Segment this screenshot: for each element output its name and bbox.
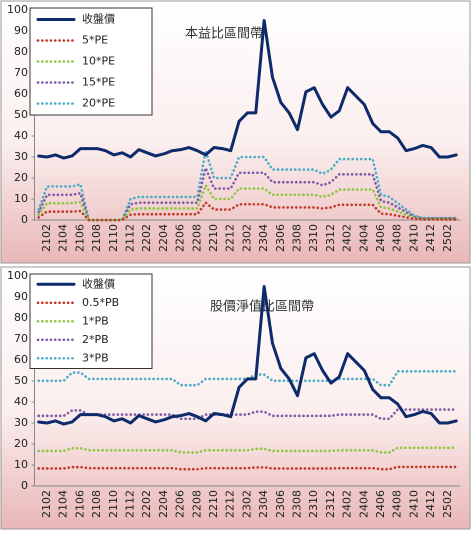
- y-tick-label: 60: [14, 353, 28, 366]
- x-tick-label: 2302: [240, 224, 253, 252]
- y-tick-label: 40: [14, 129, 28, 142]
- annotation: 本益比區間帶: [185, 27, 263, 42]
- y-tick-label: 80: [14, 311, 28, 324]
- x-tick-label: 2102: [40, 490, 53, 518]
- x-tick-label: 2410: [407, 224, 420, 252]
- y-tick-label: 20: [14, 437, 28, 450]
- x-tick-label: 2208: [190, 224, 203, 252]
- y-tick-label: 100: [7, 269, 28, 282]
- x-tick-label: 2410: [407, 490, 420, 518]
- legend-label: 0.5*PB: [82, 296, 119, 309]
- series-line: [37, 201, 458, 222]
- x-tick-label: 2408: [391, 490, 404, 518]
- x-tick-label: 2208: [190, 490, 203, 518]
- x-tick-label: 2210: [207, 490, 220, 518]
- x-tick-label: 2402: [341, 490, 354, 518]
- x-tick-label: 2304: [257, 224, 270, 252]
- series-line: [37, 465, 458, 471]
- x-tick-label: 2502: [441, 224, 454, 252]
- series-line: [37, 19, 458, 160]
- x-tick-label: 2108: [90, 490, 103, 518]
- x-tick-label: 2308: [291, 490, 304, 518]
- chart-panel: 0 10 20 30 40 50 60 70 80 90 100 2102 2104 2106 2108 21…: [0, 0, 471, 264]
- y-tick-label: 90: [14, 24, 28, 37]
- x-tick-label: 2312: [324, 490, 337, 518]
- series-line: [37, 285, 458, 426]
- y-tick-label: 0: [21, 213, 28, 226]
- x-tick-label: 2412: [424, 224, 437, 252]
- y-tick-label: 30: [14, 416, 28, 429]
- y-tick-label: 0: [21, 479, 28, 492]
- x-tick-label: 2310: [307, 490, 320, 518]
- x-tick-label: 2408: [391, 224, 404, 252]
- x-tick-label: 2102: [40, 224, 53, 252]
- series-line: [37, 408, 458, 421]
- x-tick-label: 2206: [174, 490, 187, 518]
- x-tick-label: 2212: [224, 224, 237, 252]
- y-tick-label: 10: [14, 192, 28, 205]
- x-tick-label: 2306: [274, 490, 287, 518]
- legend-label: 3*PB: [82, 351, 109, 364]
- legend-label: 1*PB: [82, 314, 109, 327]
- x-tick-label: 2406: [374, 224, 387, 252]
- x-tick-label: 2106: [73, 224, 86, 252]
- chart-panel: 0 10 20 30 40 50 60 70 80 90 100 2102 2104 2106 2108 21…: [0, 266, 471, 530]
- series-line: [37, 446, 458, 454]
- y-tick-label: 80: [14, 45, 28, 58]
- x-tick-label: 2204: [157, 490, 170, 518]
- y-tick-label: 90: [14, 290, 28, 303]
- x-tick-label: 2110: [107, 490, 120, 518]
- legend-label: 20*PE: [82, 97, 115, 110]
- x-tick-label: 2412: [424, 490, 437, 518]
- y-tick-label: 100: [7, 3, 28, 16]
- x-tick-label: 2312: [324, 224, 337, 252]
- x-tick-label: 2112: [124, 224, 137, 252]
- y-tick-label: 30: [14, 150, 28, 163]
- x-tick-label: 2302: [240, 490, 253, 518]
- y-tick-label: 20: [14, 171, 28, 184]
- x-tick-label: 2104: [57, 490, 70, 518]
- y-tick-label: 50: [14, 374, 28, 387]
- x-tick-label: 2402: [341, 224, 354, 252]
- x-tick-label: 2404: [357, 490, 370, 518]
- x-tick-label: 2308: [291, 224, 304, 252]
- x-tick-label: 2306: [274, 224, 287, 252]
- y-tick-label: 50: [14, 108, 28, 121]
- y-tick-label: 60: [14, 87, 28, 100]
- x-tick-label: 2106: [73, 490, 86, 518]
- legend-label: 15*PE: [82, 76, 115, 89]
- legend-label: 收盤價: [82, 12, 115, 26]
- x-tick-label: 2404: [357, 224, 370, 252]
- x-tick-label: 2502: [441, 490, 454, 518]
- x-tick-label: 2406: [374, 490, 387, 518]
- x-tick-label: 2202: [140, 224, 153, 252]
- x-tick-label: 2204: [157, 224, 170, 252]
- x-tick-label: 2110: [107, 224, 120, 252]
- series-line: [37, 149, 458, 222]
- x-tick-label: 2112: [124, 490, 137, 518]
- legend-label: 10*PE: [82, 55, 115, 68]
- x-tick-label: 2310: [307, 224, 320, 252]
- y-tick-label: 10: [14, 458, 28, 471]
- x-tick-label: 2108: [90, 224, 103, 252]
- y-tick-label: 70: [14, 332, 28, 345]
- legend-label: 5*PE: [82, 34, 108, 47]
- x-tick-label: 2212: [224, 490, 237, 518]
- x-tick-label: 2210: [207, 224, 220, 252]
- y-tick-label: 40: [14, 395, 28, 408]
- x-tick-label: 2304: [257, 490, 270, 518]
- series-line: [37, 184, 458, 222]
- x-tick-label: 2104: [57, 224, 70, 252]
- y-tick-label: 70: [14, 66, 28, 79]
- x-tick-label: 2202: [140, 490, 153, 518]
- legend-label: 2*PB: [82, 333, 109, 346]
- x-tick-label: 2206: [174, 224, 187, 252]
- legend-label: 收盤價: [82, 276, 115, 290]
